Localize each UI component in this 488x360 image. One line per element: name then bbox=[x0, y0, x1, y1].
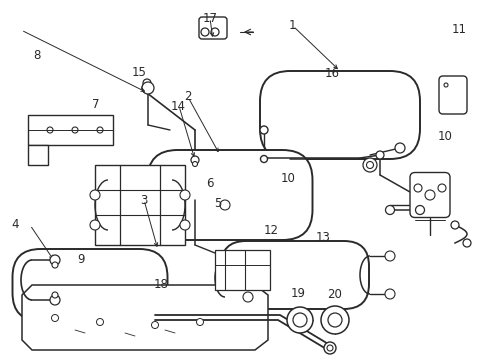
Text: 10: 10 bbox=[281, 172, 295, 185]
Circle shape bbox=[362, 158, 376, 172]
Circle shape bbox=[196, 319, 203, 325]
Circle shape bbox=[72, 127, 78, 133]
Text: 18: 18 bbox=[154, 278, 168, 291]
Circle shape bbox=[443, 83, 447, 87]
Circle shape bbox=[243, 292, 252, 302]
Text: 17: 17 bbox=[203, 12, 217, 24]
Text: 5: 5 bbox=[213, 197, 221, 210]
Text: 16: 16 bbox=[325, 67, 339, 80]
FancyBboxPatch shape bbox=[199, 17, 226, 39]
Circle shape bbox=[52, 292, 58, 298]
Circle shape bbox=[96, 319, 103, 325]
Circle shape bbox=[90, 220, 100, 230]
Text: 11: 11 bbox=[451, 23, 466, 36]
Circle shape bbox=[51, 315, 59, 321]
Circle shape bbox=[326, 345, 332, 351]
Text: 9: 9 bbox=[77, 253, 84, 266]
Text: 20: 20 bbox=[327, 288, 342, 301]
Text: 19: 19 bbox=[290, 287, 305, 300]
FancyBboxPatch shape bbox=[221, 241, 368, 309]
Circle shape bbox=[90, 190, 100, 200]
Text: 15: 15 bbox=[132, 66, 146, 78]
Circle shape bbox=[151, 321, 158, 328]
Circle shape bbox=[415, 206, 424, 215]
Circle shape bbox=[375, 151, 383, 159]
Circle shape bbox=[413, 184, 421, 192]
Circle shape bbox=[324, 342, 335, 354]
Circle shape bbox=[144, 85, 149, 90]
Circle shape bbox=[97, 127, 103, 133]
Circle shape bbox=[180, 220, 190, 230]
Circle shape bbox=[327, 313, 341, 327]
Circle shape bbox=[180, 190, 190, 200]
Text: 8: 8 bbox=[33, 49, 41, 62]
FancyBboxPatch shape bbox=[260, 71, 419, 159]
Circle shape bbox=[320, 306, 348, 334]
Circle shape bbox=[384, 251, 394, 261]
Circle shape bbox=[191, 156, 199, 164]
Polygon shape bbox=[22, 285, 267, 350]
FancyBboxPatch shape bbox=[215, 250, 269, 290]
Text: 10: 10 bbox=[437, 130, 451, 143]
Circle shape bbox=[220, 200, 229, 210]
FancyBboxPatch shape bbox=[409, 172, 449, 217]
Text: 1: 1 bbox=[288, 19, 296, 32]
Circle shape bbox=[366, 162, 373, 168]
Text: 2: 2 bbox=[184, 90, 192, 103]
Circle shape bbox=[385, 206, 394, 215]
Circle shape bbox=[424, 190, 434, 200]
Circle shape bbox=[192, 162, 197, 166]
Text: 6: 6 bbox=[206, 177, 214, 190]
Circle shape bbox=[292, 313, 306, 327]
Circle shape bbox=[47, 127, 53, 133]
Text: 3: 3 bbox=[140, 194, 148, 207]
Circle shape bbox=[201, 28, 208, 36]
Circle shape bbox=[260, 126, 267, 134]
Text: 14: 14 bbox=[171, 100, 185, 113]
Text: 12: 12 bbox=[264, 224, 278, 237]
Circle shape bbox=[52, 262, 58, 268]
Bar bbox=[28, 145, 48, 165]
Circle shape bbox=[50, 255, 60, 265]
FancyBboxPatch shape bbox=[438, 76, 466, 114]
Circle shape bbox=[384, 289, 394, 299]
Bar bbox=[28, 115, 113, 145]
Circle shape bbox=[450, 221, 458, 229]
Circle shape bbox=[142, 83, 152, 93]
Text: 4: 4 bbox=[11, 219, 19, 231]
Text: 13: 13 bbox=[315, 231, 329, 244]
Circle shape bbox=[462, 239, 470, 247]
Circle shape bbox=[394, 143, 404, 153]
FancyBboxPatch shape bbox=[13, 249, 167, 321]
Circle shape bbox=[437, 184, 445, 192]
Text: 7: 7 bbox=[91, 98, 99, 111]
FancyBboxPatch shape bbox=[147, 150, 312, 240]
Circle shape bbox=[142, 82, 154, 94]
Circle shape bbox=[260, 156, 267, 162]
Circle shape bbox=[286, 307, 312, 333]
FancyBboxPatch shape bbox=[95, 165, 184, 245]
Circle shape bbox=[210, 28, 219, 36]
Circle shape bbox=[50, 295, 60, 305]
Circle shape bbox=[243, 254, 252, 264]
Circle shape bbox=[142, 79, 151, 87]
